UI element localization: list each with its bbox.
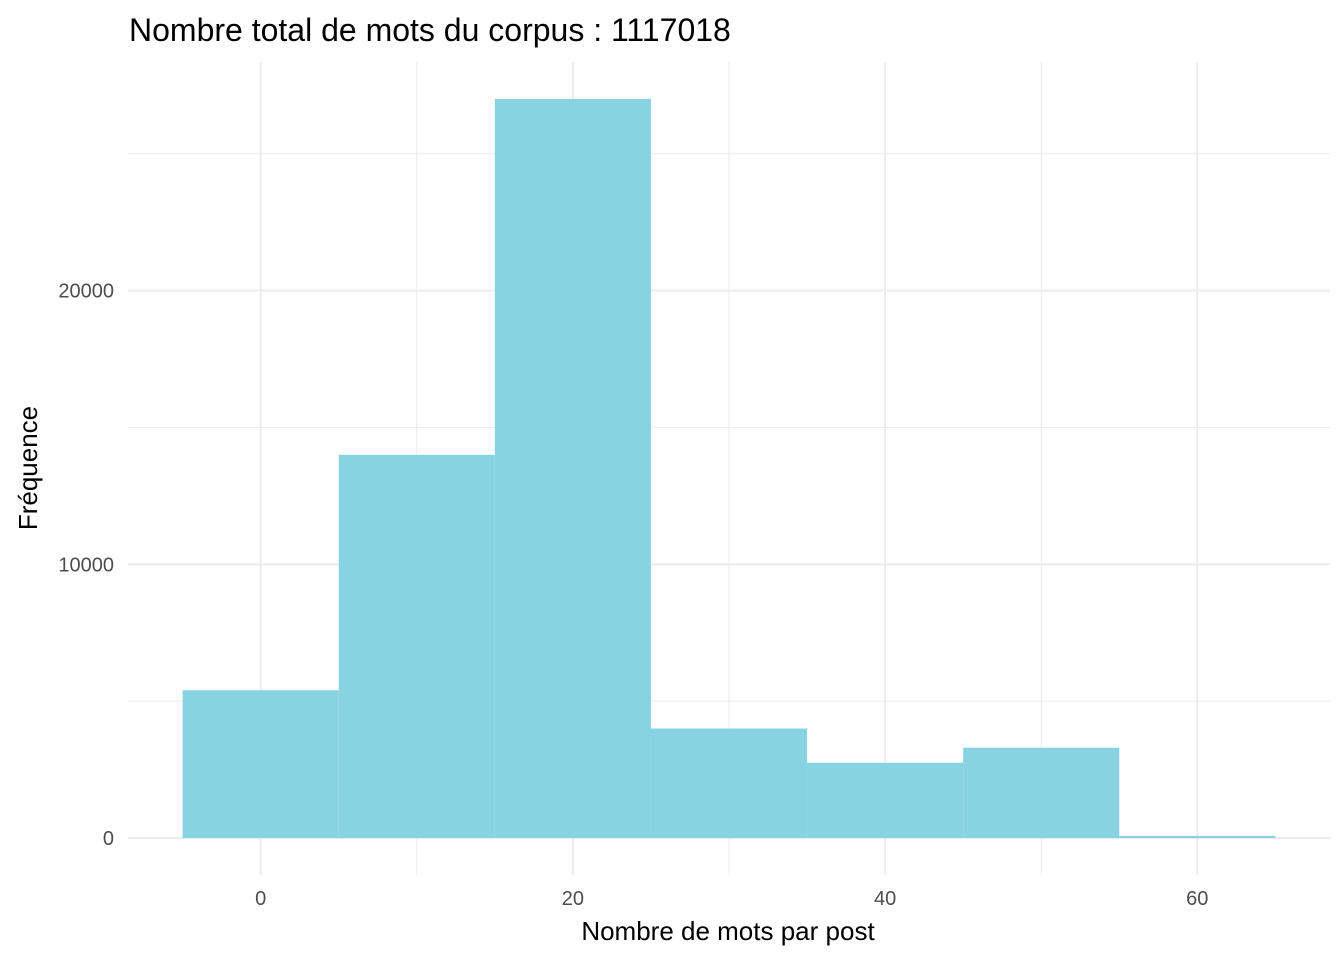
histogram-bar bbox=[963, 747, 1120, 839]
y-tick-label: 0 bbox=[103, 828, 114, 850]
y-axis-ticks: 0 10000 20000 bbox=[58, 281, 114, 850]
histogram-bar bbox=[338, 454, 495, 839]
x-tick-label: 60 bbox=[1186, 888, 1208, 910]
histogram-bar bbox=[1119, 835, 1276, 839]
histogram-bar bbox=[494, 98, 651, 839]
x-tick-label: 20 bbox=[562, 888, 584, 910]
y-tick-label: 10000 bbox=[58, 554, 114, 576]
x-axis-ticks: 0 20 40 60 bbox=[255, 888, 1208, 910]
chart-title: Nombre total de mots du corpus : 1117018 bbox=[129, 12, 731, 48]
x-tick-label: 0 bbox=[255, 888, 266, 910]
histogram-bar bbox=[807, 762, 964, 839]
bars bbox=[182, 98, 1276, 839]
x-axis-title: Nombre de mots par post bbox=[581, 916, 875, 946]
histogram-bar bbox=[650, 728, 808, 839]
x-tick-label: 40 bbox=[874, 888, 896, 910]
y-tick-label: 20000 bbox=[58, 281, 114, 303]
y-axis-title: Fréquence bbox=[13, 406, 43, 530]
histogram-bar bbox=[182, 690, 339, 839]
